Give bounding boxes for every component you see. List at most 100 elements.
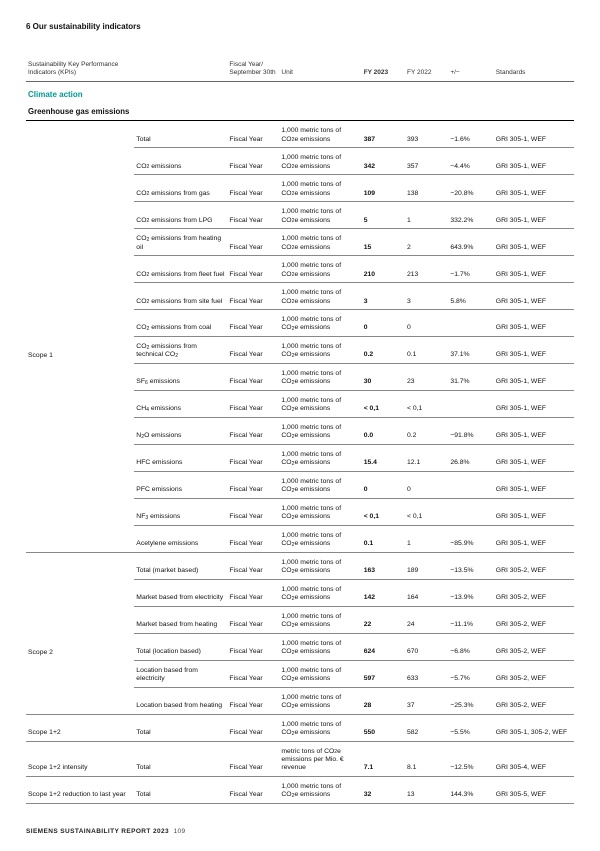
table-row: Total (market based)Fiscal Year1,000 met… [26,552,574,579]
cell-fiscal-year: Fiscal Year [227,776,279,803]
cell-kpi [26,552,134,579]
cell-delta: −85.9% [448,525,493,552]
table-row: Scope 1+2 intensityTotalFiscal Yearmetri… [26,741,574,776]
table-row: CH4 emissionsFiscal Year1,000 metric ton… [26,390,574,417]
cell-fy2022: 582 [405,714,448,741]
cell-fy2023: 597 [362,660,405,687]
group-row: Greenhouse gas emissions [26,103,574,121]
cell-fy2022: 633 [405,660,448,687]
cell-kpi [26,256,134,283]
cell-unit: 1,000 metric tons of CO2e emissions [279,687,361,714]
cell-subindicator: SF6 emissions [134,363,227,390]
cell-subindicator: CO2 emissions from coal [134,310,227,337]
cell-fy2023: 342 [362,148,405,175]
cell-delta: −6.8% [448,633,493,660]
cell-subindicator: NF3 emissions [134,498,227,525]
cell-standards: GRI 305-1, WEF [494,444,574,471]
table-row: CO2 emissions from heating oilFiscal Yea… [26,229,574,256]
cell-fy2023: 163 [362,552,405,579]
cell-fy2022: 138 [405,175,448,202]
cell-fy2022: 0 [405,471,448,498]
cell-subindicator: CO2 emissions [134,148,227,175]
cell-standards: GRI 305-2, WEF [494,552,574,579]
table-row: NF3 emissionsFiscal Year1,000 metric ton… [26,498,574,525]
cell-standards: GRI 305-1, WEF [494,310,574,337]
cell-standards: GRI 305-1, WEF [494,256,574,283]
cell-kpi [26,525,134,552]
footer-title: SIEMENS SUSTAINABILITY REPORT 2023 [26,828,169,835]
cell-kpi [26,229,134,256]
cell-kpi [26,310,134,337]
cell-subindicator: Market based from heating [134,606,227,633]
cell-fiscal-year: Fiscal Year [227,229,279,256]
cell-standards: GRI 305-1, WEF [494,417,574,444]
cell-fy2023: 28 [362,687,405,714]
cell-fy2022: 357 [405,148,448,175]
cell-delta: −5.7% [448,660,493,687]
table-row: PFC emissionsFiscal Year1,000 metric ton… [26,471,574,498]
cell-kpi [26,471,134,498]
cell-fy2022: 37 [405,687,448,714]
cell-standards: GRI 305-1, WEF [494,283,574,310]
table-row: CO2 emissionsFiscal Year1,000 metric ton… [26,148,574,175]
cell-subindicator: CO2 emissions from LPG [134,202,227,229]
cell-subindicator: Total (location based) [134,633,227,660]
cell-fy2022: < 0,1 [405,390,448,417]
cell-subindicator: CO2 emissions from technical CO2 [134,336,227,363]
cell-fiscal-year: Fiscal Year [227,525,279,552]
col-2022: FY 2022 [405,59,448,82]
cell-unit: 1,000 metric tons of CO2e emissions [279,714,361,741]
cell-fiscal-year: Fiscal Year [227,714,279,741]
table-row: Market based from electricityFiscal Year… [26,579,574,606]
cell-unit: 1,000 metric tons of CO2e emissions [279,417,361,444]
table-row: Market based from heatingFiscal Year1,00… [26,606,574,633]
breadcrumb: 6 Our sustainability indicators [26,22,574,31]
cell-fy2022: 3 [405,283,448,310]
cell-subindicator: CO2 emissions from heating oil [134,229,227,256]
cell-standards: GRI 305-1, WEF [494,336,574,363]
cell-standards: GRI 305-2, WEF [494,579,574,606]
cell-standards: GRI 305-4, WEF [494,741,574,776]
cell-unit: 1,000 metric tons of CO2e emissions [279,552,361,579]
kpi-table: Sustainability Key Performance Indicator… [26,59,574,804]
cell-kpi [26,283,134,310]
group-title: Greenhouse gas emissions [26,103,574,121]
cell-unit: 1,000 metric tons of CO2e emissions [279,471,361,498]
cell-kpi [26,417,134,444]
page-container: 6 Our sustainability indicators Sustaina… [0,0,600,851]
section-row: Climate action [26,82,574,103]
cell-kpi: Scope 1 [26,336,134,363]
cell-delta: 31.7% [448,363,493,390]
table-row: Location based from electricityFiscal Ye… [26,660,574,687]
cell-delta: 26.8% [448,444,493,471]
cell-fy2022: 23 [405,363,448,390]
cell-fiscal-year: Fiscal Year [227,256,279,283]
cell-delta: −20.8% [448,175,493,202]
cell-fy2023: 30 [362,363,405,390]
cell-fy2023: 22 [362,606,405,633]
cell-fy2023: < 0,1 [362,390,405,417]
footer-page: 109 [173,828,185,835]
cell-subindicator: Total (market based) [134,552,227,579]
col-standards: Standards [494,59,574,82]
cell-fy2023: 109 [362,175,405,202]
cell-kpi [26,687,134,714]
cell-fy2022: 1 [405,525,448,552]
cell-fy2022: 1 [405,202,448,229]
cell-unit: 1,000 metric tons of CO2e emissions [279,606,361,633]
cell-kpi [26,148,134,175]
cell-fiscal-year: Fiscal Year [227,471,279,498]
cell-subindicator: PFC emissions [134,471,227,498]
cell-standards: GRI 305-2, WEF [494,660,574,687]
cell-unit: 1,000 metric tons of CO2e emissions [279,256,361,283]
cell-fy2023: 624 [362,633,405,660]
cell-fiscal-year: Fiscal Year [227,363,279,390]
table-row: CO2 emissions from coalFiscal Year1,000 … [26,310,574,337]
cell-standards: GRI 305-1, WEF [494,471,574,498]
cell-kpi [26,579,134,606]
col-kpi: Sustainability Key Performance Indicator… [26,59,134,82]
cell-kpi: Scope 1+2 intensity [26,741,134,776]
cell-standards: GRI 305-1, WEF [494,175,574,202]
cell-fiscal-year: Fiscal Year [227,417,279,444]
cell-kpi: Scope 1+2 [26,714,134,741]
